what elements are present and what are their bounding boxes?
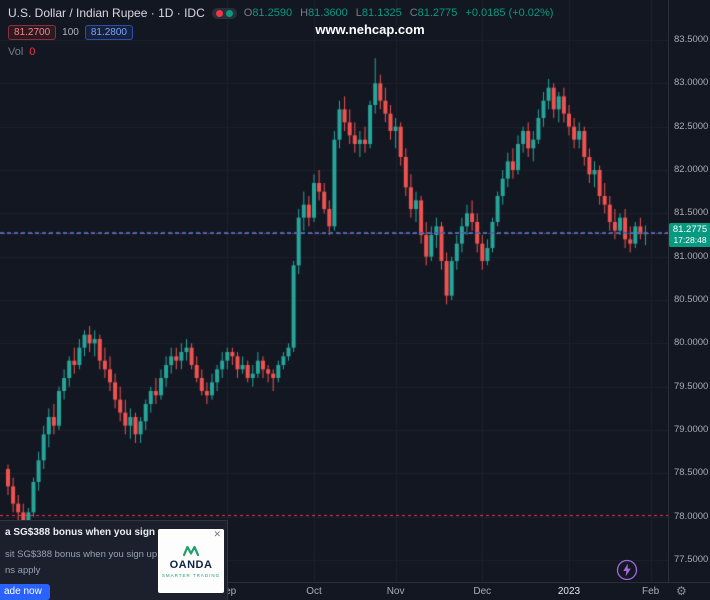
sell-dot-icon — [215, 9, 223, 17]
price-axis-label: 81.5000 — [674, 207, 709, 219]
volume-value: 0 — [29, 46, 36, 58]
market-status-toggle[interactable] — [211, 7, 237, 19]
time-axis-label: Feb — [641, 586, 660, 597]
trade-now-button[interactable]: ade now — [0, 584, 50, 600]
time-axis-label: 2023 — [557, 586, 581, 597]
volume-label: Vol — [8, 46, 24, 58]
order-badges-row: 81.2700 100 81.2800 — [8, 25, 553, 40]
price-axis-label: 81.0000 — [674, 250, 709, 262]
price-axis-label: 77.5000 — [674, 554, 709, 565]
settings-gear-icon[interactable]: ⚙ — [676, 584, 687, 598]
price-axis-label: 78.0000 — [674, 510, 709, 522]
price-axis-label: 80.0000 — [674, 337, 709, 349]
advertiser-logo-card[interactable]: ✕ OANDA SMARTER TRADING — [158, 529, 224, 593]
ad-terms: ns apply — [5, 565, 41, 576]
low-label: L — [355, 7, 362, 19]
buy-price-badge[interactable]: 81.2800 — [84, 25, 133, 40]
open-value: 81.2590 — [252, 7, 293, 19]
price-axis-label: 78.5000 — [674, 467, 709, 479]
last-price-value: 81.2775 — [672, 223, 708, 235]
ad-headline: a SG$388 bonus when you sign up. — [5, 527, 157, 538]
price-axis-label: 80.5000 — [674, 294, 709, 305]
price-axis-label: 79.5000 — [674, 380, 709, 392]
volume-row: Vol 0 — [8, 46, 553, 58]
legend-title-row: U.S. Dollar / Indian Rupee · 1D · IDC O8… — [8, 6, 553, 20]
order-quantity[interactable]: 100 — [62, 27, 79, 38]
time-axis-label: Dec — [473, 586, 492, 597]
low-value: 81.1325 — [361, 7, 402, 19]
ad-close-button[interactable]: ✕ — [213, 529, 221, 539]
price-axis-label: 79.0000 — [674, 424, 709, 435]
boost-lightning-button[interactable] — [616, 559, 638, 581]
lightning-bolt-icon — [616, 559, 638, 581]
price-axis[interactable]: 83.5000 83.0000 82.5000 82.0000 81.5000 81.00… — [668, 0, 710, 582]
symbol-title[interactable]: U.S. Dollar / Indian Rupee · 1D · IDC — [8, 6, 205, 20]
close-label: C — [409, 7, 418, 19]
time-axis-label: Oct — [306, 586, 322, 597]
ohlc-readout: O81.2590 H81.3600 L81.1325 C81.2775 +0.0… — [244, 7, 554, 19]
sell-price-badge[interactable]: 81.2700 — [8, 25, 57, 40]
time-axis-label: Nov — [386, 586, 405, 597]
bar-countdown: 17:28:48 — [673, 234, 707, 245]
oanda-logo-mark — [182, 545, 200, 556]
ad-subtext: sit SG$388 bonus when you sign up. — [5, 549, 157, 560]
close-value: 81.2775 — [417, 7, 458, 19]
price-axis-label: 82.5000 — [674, 120, 709, 132]
price-axis-label: 83.0000 — [674, 77, 709, 89]
last-price-badge: 81.2775 17:28:48 — [669, 222, 710, 247]
price-axis-label: 83.5000 — [674, 34, 709, 45]
advertiser-tagline: SMARTER TRADING — [161, 572, 221, 578]
advertiser-name: OANDA — [169, 558, 213, 571]
open-label: O — [243, 7, 253, 19]
buy-dot-icon — [225, 9, 233, 17]
high-value: 81.3600 — [308, 7, 348, 19]
chart-legend: U.S. Dollar / Indian Rupee · 1D · IDC O8… — [8, 6, 553, 58]
change-value: +0.0185 (+0.02%) — [465, 7, 554, 19]
price-axis-label: 82.0000 — [674, 164, 709, 175]
candlestick-chart[interactable] — [0, 0, 668, 582]
high-label: H — [300, 7, 309, 19]
